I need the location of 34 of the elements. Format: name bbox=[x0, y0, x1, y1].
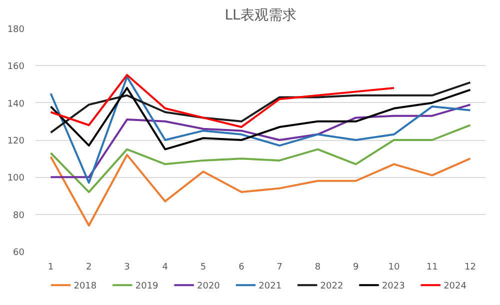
x-tick-label: 3 bbox=[124, 262, 130, 272]
line-series bbox=[50, 124, 472, 194]
x-tick-label: 10 bbox=[388, 262, 400, 272]
y-tick-label: 80 bbox=[13, 210, 25, 221]
line-series bbox=[50, 154, 472, 226]
line-series bbox=[50, 104, 472, 178]
y-tick-label: 160 bbox=[7, 62, 25, 72]
line-series bbox=[50, 74, 395, 128]
x-tick-label: 4 bbox=[162, 262, 168, 272]
legend-label: 2023 bbox=[382, 282, 405, 292]
legend-label: 2018 bbox=[74, 282, 97, 292]
legend-label: 2024 bbox=[444, 282, 467, 292]
y-tick-label: 60 bbox=[13, 248, 25, 258]
y-tick-label: 120 bbox=[7, 136, 25, 146]
x-tick-label: 12 bbox=[464, 262, 476, 272]
y-tick-label: 100 bbox=[7, 174, 25, 184]
legend-label: 2021 bbox=[258, 282, 282, 292]
legend-label: 2022 bbox=[320, 282, 344, 292]
x-tick-label: 8 bbox=[314, 262, 321, 272]
line-series bbox=[50, 86, 472, 150]
chart-title: LL表观需求 bbox=[224, 8, 296, 24]
legend-label: 2019 bbox=[135, 282, 159, 292]
legend-label: 2020 bbox=[197, 282, 220, 292]
x-tick-label: 6 bbox=[238, 262, 245, 272]
x-tick-label: 7 bbox=[276, 262, 282, 272]
line-series bbox=[50, 76, 472, 184]
x-tick-label: 2 bbox=[86, 262, 92, 272]
x-tick-label: 11 bbox=[426, 262, 438, 272]
line-series bbox=[50, 81, 472, 134]
x-tick-label: 5 bbox=[200, 262, 206, 272]
x-tick-label: 1 bbox=[48, 262, 54, 272]
y-tick-label: 180 bbox=[7, 25, 25, 35]
x-tick-label: 9 bbox=[352, 262, 359, 272]
y-tick-label: 140 bbox=[7, 99, 25, 110]
